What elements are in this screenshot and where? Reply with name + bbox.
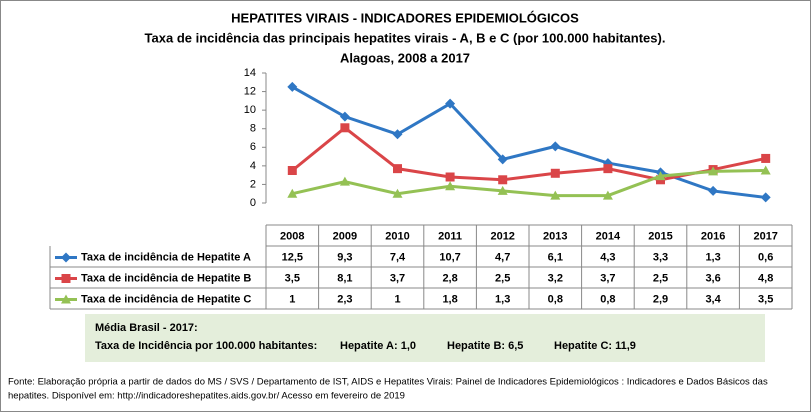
data-label: 0,6	[758, 251, 773, 263]
y-tick-label: 14	[244, 67, 256, 79]
y-tick-label: 2	[250, 178, 256, 190]
x-tick-label: 2009	[333, 230, 357, 242]
chart-title: HEPATITES VIRAIS - INDICADORES EPIDEMIOL…	[231, 10, 579, 25]
data-label: 4,3	[600, 251, 615, 263]
data-label: 3,2	[548, 272, 563, 284]
note-box	[85, 314, 765, 362]
legend-marker	[61, 274, 71, 283]
data-label: 2,9	[653, 293, 668, 305]
data-label: 1	[289, 293, 295, 305]
data-point	[445, 181, 456, 191]
y-tick-label: 12	[244, 85, 256, 97]
x-tick-label: 2008	[280, 230, 304, 242]
data-point	[655, 171, 666, 181]
legend-label: Taxa de incidência de Hepatite B	[81, 272, 251, 284]
data-label: 7,4	[390, 251, 406, 263]
data-point	[339, 176, 350, 186]
data-point	[392, 188, 403, 198]
data-label: 3,7	[390, 272, 405, 284]
chart-subtitle: Alagoas, 2008 a 2017	[340, 50, 470, 65]
data-label: 3,5	[758, 293, 773, 305]
y-tick-label: 4	[250, 160, 256, 172]
data-label: 0,8	[600, 293, 615, 305]
data-label: 1,8	[442, 293, 457, 305]
chart-subtitle: Taxa de incidência das principais hepati…	[145, 30, 666, 45]
data-point	[340, 123, 350, 133]
note-heading: Média Brasil - 2017:	[95, 322, 198, 334]
x-tick-label: 2013	[543, 230, 567, 242]
data-label: 4,8	[758, 272, 773, 284]
data-point	[287, 166, 297, 175]
data-label: 1,3	[705, 251, 720, 263]
data-label: 2,5	[495, 272, 510, 284]
x-tick-label: 2015	[648, 230, 672, 242]
data-label: 3,4	[705, 293, 721, 305]
data-label: 0,8	[548, 293, 563, 305]
data-label: 3,6	[705, 272, 720, 284]
data-label: 6,1	[548, 251, 563, 263]
data-label: 1	[394, 293, 400, 305]
data-point	[445, 172, 455, 182]
x-tick-label: 2017	[753, 230, 777, 242]
data-label: 3,5	[285, 272, 300, 284]
data-label: 2,3	[337, 293, 352, 305]
data-label: 2,5	[653, 272, 668, 284]
data-point	[393, 164, 402, 174]
data-label: 10,7	[439, 251, 460, 263]
x-tick-label: 2012	[490, 230, 514, 242]
data-point	[708, 185, 719, 196]
data-point	[550, 141, 561, 152]
x-tick-label: 2010	[385, 230, 409, 242]
data-point	[761, 153, 771, 163]
source: Fonte: Elaboração própria a partir de da…	[8, 377, 768, 388]
data-point	[602, 190, 613, 200]
y-tick-label: 10	[244, 104, 256, 116]
data-point	[603, 164, 613, 174]
data-point	[392, 129, 403, 140]
series-line	[291, 169, 766, 198]
data-point	[708, 166, 719, 176]
legend-marker	[61, 252, 71, 263]
data-label: 12,5	[282, 251, 303, 263]
legend-label: Taxa de incidência de Hepatite C	[81, 293, 251, 305]
data-label: 8,1	[337, 272, 352, 284]
data-label: 9,3	[337, 251, 352, 263]
data-label: 3,7	[600, 272, 615, 284]
data-label: 3,3	[653, 251, 668, 263]
note-item: Hepatite A: 1,0	[340, 340, 416, 352]
note-label: Taxa de Incidência por 100.000 habitante…	[95, 340, 317, 352]
data-point	[497, 185, 508, 195]
data-point	[760, 192, 771, 203]
y-tick-label: 0	[250, 197, 256, 209]
data-label: 1,3	[495, 293, 510, 305]
data-point	[287, 81, 298, 92]
data-point	[287, 188, 298, 198]
data-label: 4,7	[495, 251, 510, 263]
data-point	[498, 175, 508, 185]
data-point	[550, 168, 560, 178]
note-item: Hepatite C: 11,9	[554, 340, 636, 352]
x-tick-label: 2011	[438, 230, 462, 242]
y-tick-label: 8	[250, 123, 256, 135]
data-point	[760, 165, 771, 175]
data-point	[497, 154, 508, 165]
x-tick-label: 2014	[596, 230, 621, 242]
legend-label: Taxa de incidência de Hepatite A	[81, 251, 251, 263]
data-point	[339, 111, 350, 122]
note-item: Hepatite B: 6,5	[447, 340, 523, 352]
source: hepatites. Disponível em: http://indicad…	[8, 391, 405, 402]
legend-marker	[61, 294, 71, 304]
data-point	[550, 190, 561, 200]
data-label: 2,8	[442, 272, 457, 284]
data-point	[445, 98, 456, 109]
y-tick-label: 6	[250, 141, 256, 153]
x-tick-label: 2016	[701, 230, 725, 242]
series-line	[291, 85, 766, 199]
